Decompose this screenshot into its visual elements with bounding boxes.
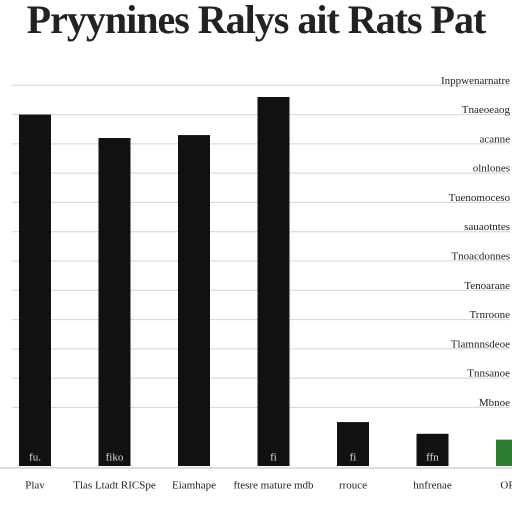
y-tick-label: Tlamnnsdeoe xyxy=(451,338,510,350)
bar xyxy=(257,97,290,466)
x-tick-label: ftesre mature mdb xyxy=(233,480,314,492)
bar xyxy=(19,114,51,467)
x-tick-label: Eiamhape xyxy=(172,480,216,492)
chart-title: Pryynines Ralys ait Rats Pat xyxy=(27,0,487,42)
y-tick-label: Mbnoe xyxy=(479,397,510,409)
y-tick-label: Tnaeoeaog xyxy=(462,104,511,116)
y-tick-label: Trnroone xyxy=(469,309,510,321)
bar-label: fu. xyxy=(29,452,41,464)
y-tick-label: Tnoacdonnes xyxy=(451,251,510,263)
x-tick-label: ORD xyxy=(500,480,512,492)
bar xyxy=(98,138,131,466)
bar xyxy=(178,135,210,467)
y-tick-label: acanne xyxy=(479,133,510,145)
x-tick-label: Tlas Ltadt RICSpe xyxy=(73,480,156,492)
bar-label: ffn xyxy=(426,452,439,464)
x-tick-label: rrouce xyxy=(339,480,367,492)
y-tick-label: Tenoarane xyxy=(464,280,510,292)
y-tick-label: sauaotntes xyxy=(464,221,510,233)
x-tick-label: Plav xyxy=(25,480,45,492)
y-tick-label: olnlones xyxy=(473,163,510,175)
y-tick-label: Inppwenarnatre xyxy=(441,75,510,87)
y-tick-label: Tnnsanoe xyxy=(467,368,510,380)
bar xyxy=(496,439,512,466)
x-tick-label: hnfrenae xyxy=(413,480,452,492)
y-tick-label: Tuenomoceso xyxy=(449,192,511,204)
bar-label: fi xyxy=(350,452,357,464)
bar-label: fiko xyxy=(106,452,124,464)
bar-label: fi xyxy=(270,452,277,464)
bar xyxy=(416,433,449,466)
bar xyxy=(337,422,369,466)
